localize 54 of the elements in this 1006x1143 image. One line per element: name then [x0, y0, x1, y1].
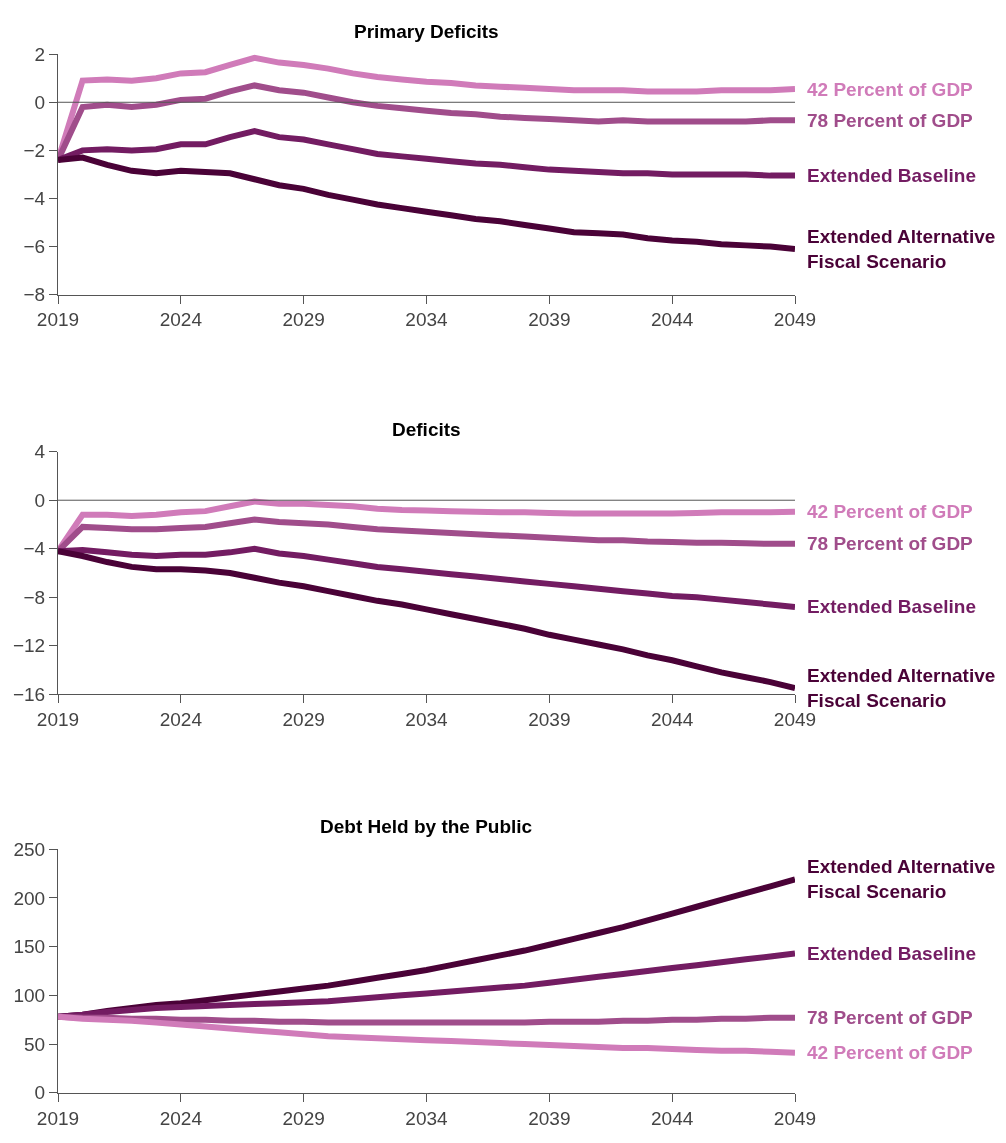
x-tick-label: 2019	[36, 309, 80, 331]
y-tick-label: −4	[23, 188, 46, 210]
series-label: Extended Baseline	[807, 165, 976, 186]
chart-title: Debt Held by the Public	[320, 816, 533, 837]
x-tick-label: 2029	[282, 309, 325, 331]
series-label: Extended Baseline	[807, 943, 976, 964]
series-label: 42 Percent of GDP	[807, 79, 974, 100]
chart-title: Primary Deficits	[354, 21, 499, 42]
x-tick-label: 2029	[282, 1107, 325, 1129]
series-label: Extended Baseline	[807, 596, 976, 617]
x-tick-label: 2039	[528, 1107, 571, 1129]
series-label: Extended Alternative Fiscal Scenario	[807, 226, 996, 272]
x-tick-label: 2049	[773, 708, 817, 730]
x-tick-label: 2034	[405, 708, 449, 730]
x-tick-label: 2019	[36, 1107, 80, 1129]
series-label: 42 Percent of GDP	[807, 1042, 974, 1063]
y-tick-label: −2	[23, 140, 46, 162]
x-tick-label: 2044	[651, 309, 694, 331]
y-tick-label: 0	[34, 489, 46, 511]
x-tick-label: 2029	[282, 708, 325, 730]
y-tick-label: −8	[23, 586, 46, 608]
y-tick-label: 2	[34, 43, 46, 65]
x-tick-label: 2034	[405, 309, 449, 331]
x-tick-label: 2044	[651, 708, 694, 730]
y-tick-label: −6	[23, 236, 46, 258]
series-label: Extended Alternative Fiscal Scenario	[807, 665, 996, 711]
x-tick-label: 2024	[159, 309, 203, 331]
y-tick-label: 150	[13, 936, 46, 958]
series-label: 78 Percent of GDP	[807, 110, 974, 131]
x-tick-label: 2039	[528, 708, 571, 730]
y-tick-label: −4	[23, 538, 46, 560]
y-tick-label: 50	[24, 1033, 46, 1055]
x-tick-label: 2044	[651, 1107, 694, 1129]
y-tick-label: 100	[13, 985, 46, 1007]
series-label: 78 Percent of GDP	[807, 533, 974, 554]
x-tick-label: 2039	[528, 309, 571, 331]
y-tick-label: −16	[12, 683, 46, 705]
chart-title: Deficits	[392, 419, 461, 440]
x-tick-label: 2019	[36, 708, 80, 730]
x-tick-label: 2024	[159, 1107, 203, 1129]
x-tick-label: 2049	[773, 1107, 817, 1129]
series-label: Extended Alternative Fiscal Scenario	[807, 856, 996, 902]
y-tick-label: −8	[23, 284, 46, 306]
series-label: 42 Percent of GDP	[807, 501, 974, 522]
x-tick-label: 2049	[773, 309, 817, 331]
y-tick-label: 200	[13, 887, 46, 909]
y-tick-label: 0	[34, 1082, 46, 1104]
y-tick-label: −12	[12, 635, 46, 657]
y-tick-label: 4	[34, 441, 46, 463]
x-tick-label: 2024	[159, 708, 203, 730]
series-label: 78 Percent of GDP	[807, 1007, 974, 1028]
y-tick-label: 250	[13, 838, 46, 860]
x-tick-label: 2034	[405, 1107, 449, 1129]
y-tick-label: 0	[34, 91, 46, 113]
